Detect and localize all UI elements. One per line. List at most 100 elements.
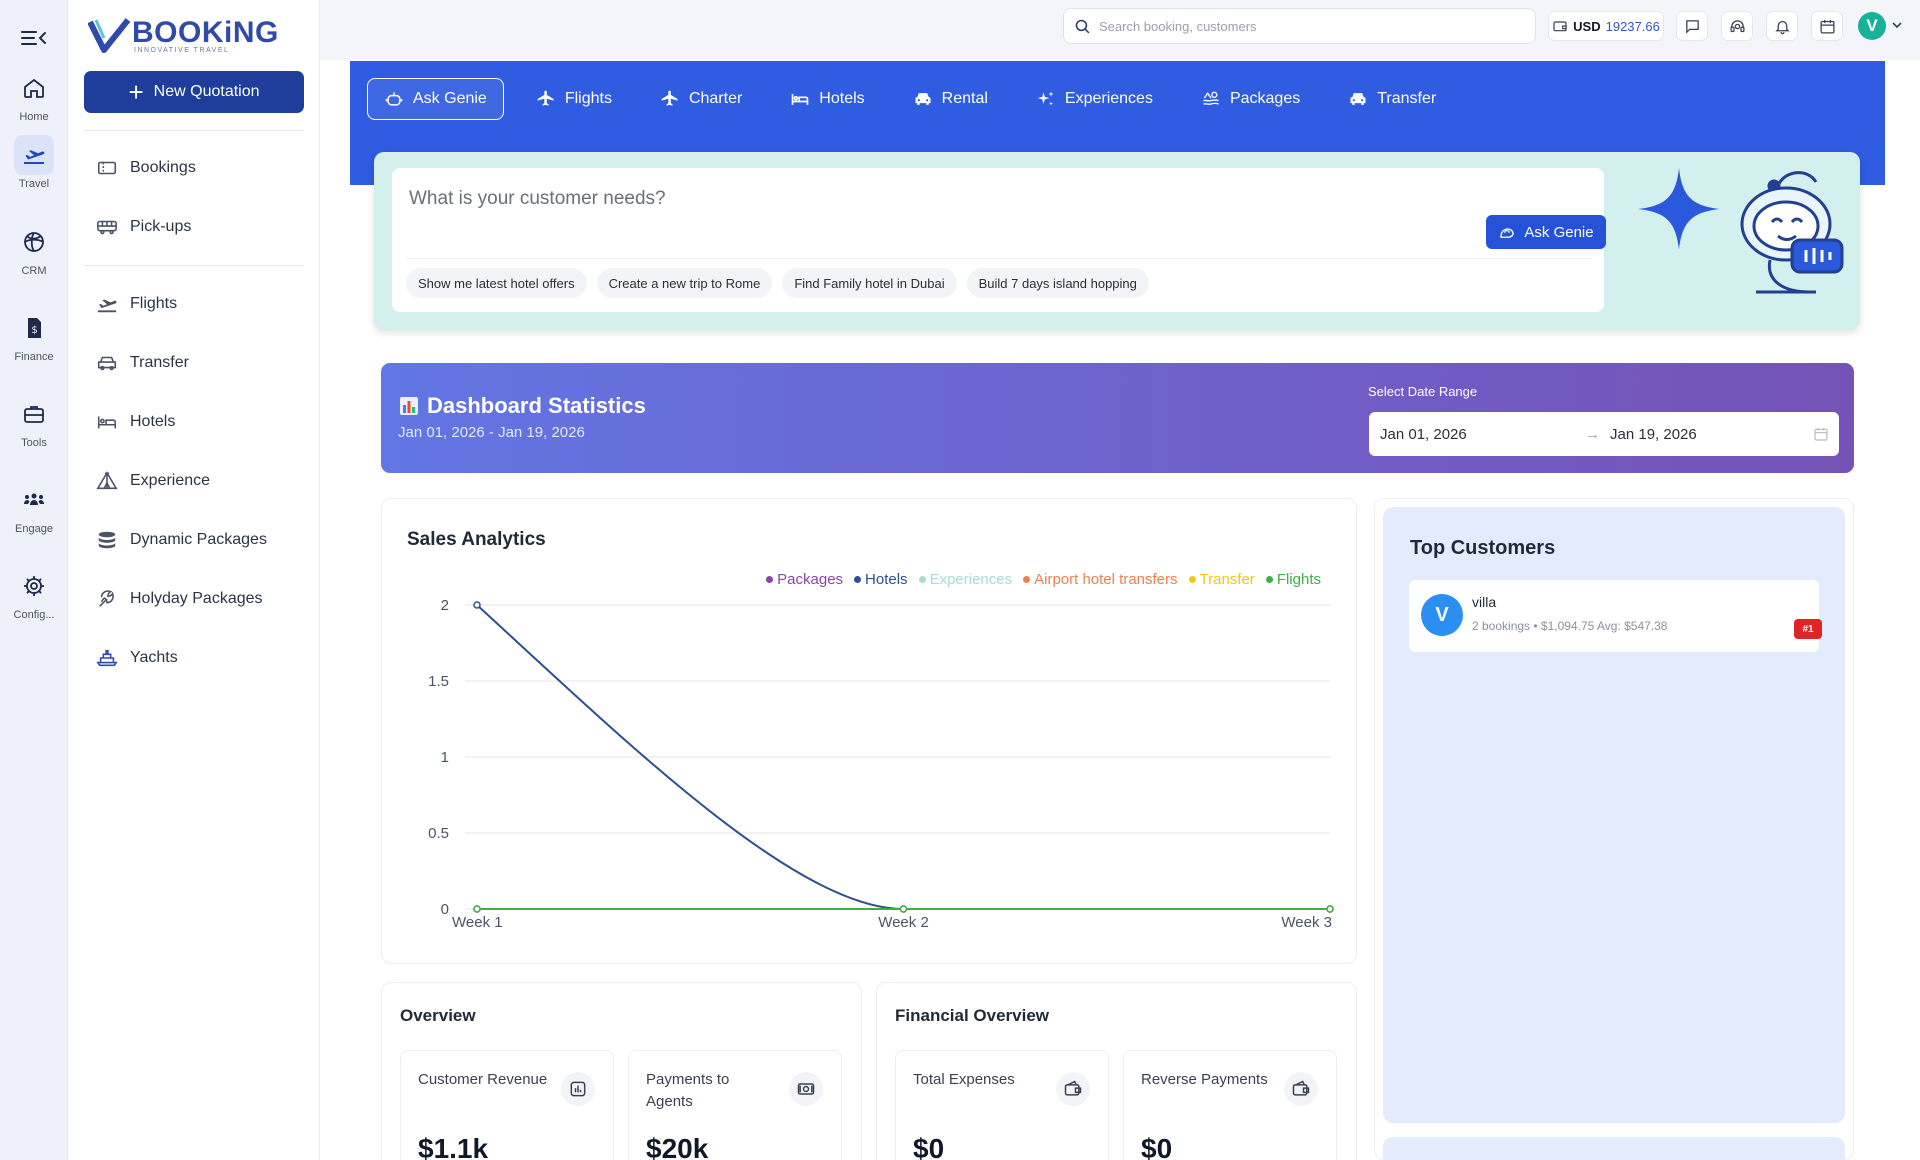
- sidebar: BOOKiNG INNOVATIVE TRAVEL + New Quotatio…: [68, 0, 320, 1160]
- metric-reverse-payments[interactable]: Reverse Payments $0: [1123, 1050, 1337, 1160]
- tab-hotels[interactable]: Hotels: [774, 78, 880, 120]
- sidebar-item-holyday-packages[interactable]: Holyday Packages: [96, 584, 296, 614]
- rail-item-config[interactable]: Config...: [0, 566, 68, 621]
- user-avatar[interactable]: V: [1858, 12, 1886, 40]
- sales-analytics-card: Sales Analytics Packages Hotels Experience…: [381, 498, 1357, 964]
- rail-item-travel[interactable]: Travel: [0, 135, 68, 190]
- menu-collapse-icon[interactable]: [19, 26, 49, 50]
- genie-icon: [1500, 228, 1515, 238]
- customer-card[interactable]: V villa 2 bookings • $1,094.75 Avg: $547…: [1409, 580, 1822, 652]
- rail-label: Engage: [15, 523, 53, 535]
- sales-line-chart: 0 0.5 1 1.5 2 Week 1 Week 2 Week 3: [428, 597, 1334, 931]
- metric-customer-revenue[interactable]: Customer Revenue $1.1k: [400, 1050, 614, 1160]
- sidebar-item-transfer[interactable]: Transfer: [96, 348, 296, 378]
- legend-item[interactable]: Transfer: [1188, 571, 1255, 588]
- bell-icon: [1774, 20, 1790, 34]
- calendar-button[interactable]: [1811, 11, 1843, 41]
- plane-icon: [537, 90, 554, 106]
- sparkle-icon: [1037, 91, 1054, 106]
- legend-item[interactable]: Experiences: [918, 571, 1012, 588]
- legend-label: Transfer: [1199, 571, 1255, 588]
- metric-value: $1.1k: [418, 1133, 489, 1160]
- legend-dot: [1188, 576, 1196, 583]
- balance-amount: 19237.66: [1605, 18, 1660, 34]
- sidebar-item-experience[interactable]: Experience: [96, 466, 296, 496]
- sidebar-item-label: Transfer: [130, 354, 189, 371]
- sidebar-item-flights[interactable]: Flights: [96, 289, 296, 319]
- sidebar-item-hotels[interactable]: Hotels: [96, 407, 296, 437]
- search-input[interactable]: [1099, 18, 1519, 34]
- sidebar-item-yachts[interactable]: Yachts: [96, 643, 296, 673]
- sidebar-item-dynamic-packages[interactable]: Dynamic Packages: [96, 525, 296, 555]
- legend-item[interactable]: Flights: [1265, 571, 1321, 588]
- logo-tagline: INNOVATIVE TRAVEL: [134, 46, 230, 54]
- ask-genie-button[interactable]: Ask Genie: [1486, 215, 1606, 249]
- y-tick-label: 0.5: [428, 825, 449, 842]
- legend-item[interactable]: Packages: [766, 571, 843, 588]
- suggestion-chip[interactable]: Create a new trip to Rome: [596, 268, 773, 298]
- packages-icon: [1203, 91, 1219, 105]
- date-range-picker[interactable]: Jan 01, 2026 → Jan 19, 2026: [1369, 412, 1839, 456]
- y-tick-label: 0: [441, 901, 449, 918]
- tab-packages[interactable]: Packages: [1185, 78, 1316, 120]
- notifications-button[interactable]: [1766, 11, 1798, 41]
- tab-charter[interactable]: Charter: [644, 78, 758, 120]
- calendar-icon[interactable]: [1813, 426, 1829, 442]
- rail-label: CRM: [21, 265, 47, 277]
- y-tick-label: 1.5: [428, 673, 449, 690]
- genie-prompt-box[interactable]: What is your customer needs? Ask Genie S…: [392, 168, 1606, 312]
- metric-payments-to-agents[interactable]: Payments to Agents $20k: [628, 1050, 842, 1160]
- rail-item-tools[interactable]: Tools: [0, 394, 68, 449]
- end-date[interactable]: Jan 19, 2026: [1610, 425, 1697, 443]
- overview-card: Overview Customer Revenue $1.1k Payments…: [381, 982, 862, 1160]
- rail-item-crm[interactable]: CRM: [0, 222, 68, 277]
- genie-question[interactable]: What is your customer needs?: [409, 188, 666, 209]
- gear-icon: [14, 566, 54, 606]
- sidebar-item-pickups[interactable]: Pick-ups: [96, 212, 296, 242]
- plane-icon: [661, 90, 678, 106]
- start-date[interactable]: Jan 01, 2026: [1380, 425, 1467, 443]
- rail-item-finance[interactable]: $ Finance: [0, 308, 68, 363]
- wallet-balance[interactable]: USD 19237.66: [1548, 11, 1664, 41]
- tab-ask-genie[interactable]: Ask Genie: [367, 78, 504, 120]
- chevron-down-icon[interactable]: [1890, 18, 1904, 32]
- rail-label: Travel: [18, 178, 50, 190]
- customer-stats: 2 bookings • $1,094.75 Avg: $547.38: [1472, 619, 1668, 633]
- tab-flights[interactable]: Flights: [520, 78, 628, 120]
- legend-dot: [918, 576, 926, 583]
- ship-icon: [96, 649, 118, 667]
- tab-label: Rental: [941, 90, 988, 107]
- legend-item[interactable]: Hotels: [854, 571, 908, 588]
- new-quotation-button[interactable]: + New Quotation: [84, 71, 304, 113]
- tab-experiences[interactable]: Experiences: [1020, 78, 1169, 120]
- sidebar-item-bookings[interactable]: Bookings: [96, 153, 296, 183]
- chart-legend: Packages Hotels Experiences Airport hotel t…: [766, 571, 1321, 588]
- legend-dot: [1023, 576, 1031, 583]
- suggestion-chip[interactable]: Find Family hotel in Dubai: [782, 268, 957, 298]
- tab-transfer[interactable]: Transfer: [1332, 78, 1452, 120]
- tab-rental[interactable]: Rental: [897, 78, 1004, 120]
- logo-mark-icon: [88, 18, 131, 53]
- legend-label: Flights: [1276, 571, 1321, 588]
- logo[interactable]: BOOKiNG INNOVATIVE TRAVEL: [88, 16, 279, 56]
- suggestion-chip[interactable]: Show me latest hotel offers: [406, 268, 587, 298]
- rail-item-engage[interactable]: Engage: [0, 480, 68, 535]
- arrow-right-icon: →: [1585, 425, 1600, 443]
- legend-item[interactable]: Airport hotel transfers: [1023, 571, 1178, 588]
- messages-button[interactable]: [1676, 11, 1708, 41]
- tab-label: Transfer: [1377, 90, 1437, 107]
- chat-icon: [1685, 19, 1699, 34]
- top-customers-panel: Top Customers V villa 2 bookings • $1,09…: [1383, 507, 1845, 1123]
- wallet-icon: [1056, 1072, 1090, 1106]
- support-button[interactable]: [1721, 11, 1753, 41]
- suggestion-chip[interactable]: Build 7 days island hopping: [966, 268, 1149, 298]
- metric-total-expenses[interactable]: Total Expenses $0: [895, 1050, 1109, 1160]
- financial-overview-title: Financial Overview: [895, 1006, 1050, 1025]
- tab-label: Packages: [1229, 90, 1301, 107]
- search-box[interactable]: [1063, 8, 1536, 44]
- rail-item-home[interactable]: Home: [0, 68, 68, 123]
- x-tick-label: Week 2: [878, 914, 929, 931]
- legend-label: Packages: [777, 571, 844, 588]
- sidebar-item-label: Hotels: [130, 413, 176, 430]
- logo-text: BOOKiNG: [132, 15, 279, 49]
